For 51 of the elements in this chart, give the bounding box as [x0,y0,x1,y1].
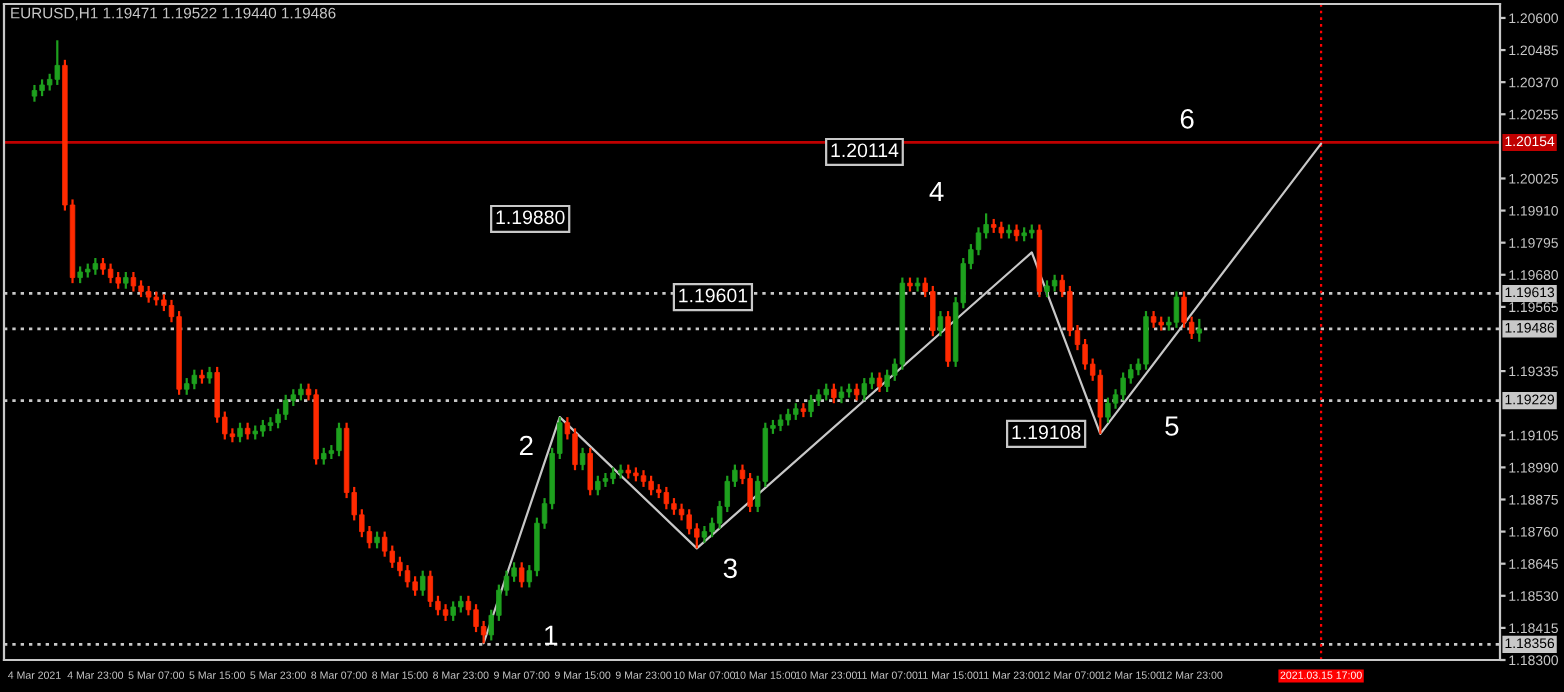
annotation: 1 [545,625,557,645]
candlestick [267,416,274,433]
candlestick [336,421,342,458]
candlestick [747,471,753,514]
candlestick [686,508,692,536]
candlestick [663,485,670,511]
candlestick [876,371,883,394]
candlestick [975,226,982,257]
candlestick [1120,371,1126,402]
annotation: 1.19601 [679,288,748,303]
annotation: 2 [519,435,533,456]
candlestick [595,474,601,497]
annotation: 1.19108 [1012,425,1081,440]
candlestick [861,376,867,402]
candlestick [427,569,434,609]
annotation: 1.19880 [496,210,565,225]
annotation: 1.20114 [831,143,899,158]
candlestick [945,309,951,368]
candlestick [420,569,426,597]
candlestick [191,368,198,391]
candlestick [275,407,281,430]
candlestick [808,393,814,419]
candlestick [404,563,411,589]
candlestick [130,270,137,293]
candlestick [54,39,60,87]
candlestick [1143,309,1149,371]
candlestick [884,368,890,394]
candlestick [1105,396,1111,424]
candlestick [937,309,944,338]
candlestick [473,603,479,634]
candlestick [587,446,593,497]
candlestick [237,421,243,444]
candlestick [800,402,807,419]
candlestick [519,561,525,589]
candlestick [282,393,289,422]
candlestick [648,474,654,497]
candlestick [831,382,837,405]
candlestick [1196,317,1202,343]
candlestick [572,427,578,472]
annotation: 5 [1165,416,1179,436]
candlestick [602,471,609,489]
annotation: 4 [929,181,944,201]
candlestick [579,446,586,472]
candlestick [450,600,456,623]
annotation: 6 [1180,109,1194,129]
candlestick [107,262,114,285]
candlestick [1173,290,1180,329]
candlestick [694,522,700,550]
annotation: 3 [723,558,737,579]
candlestick [1181,290,1187,329]
candlestick [930,284,936,338]
